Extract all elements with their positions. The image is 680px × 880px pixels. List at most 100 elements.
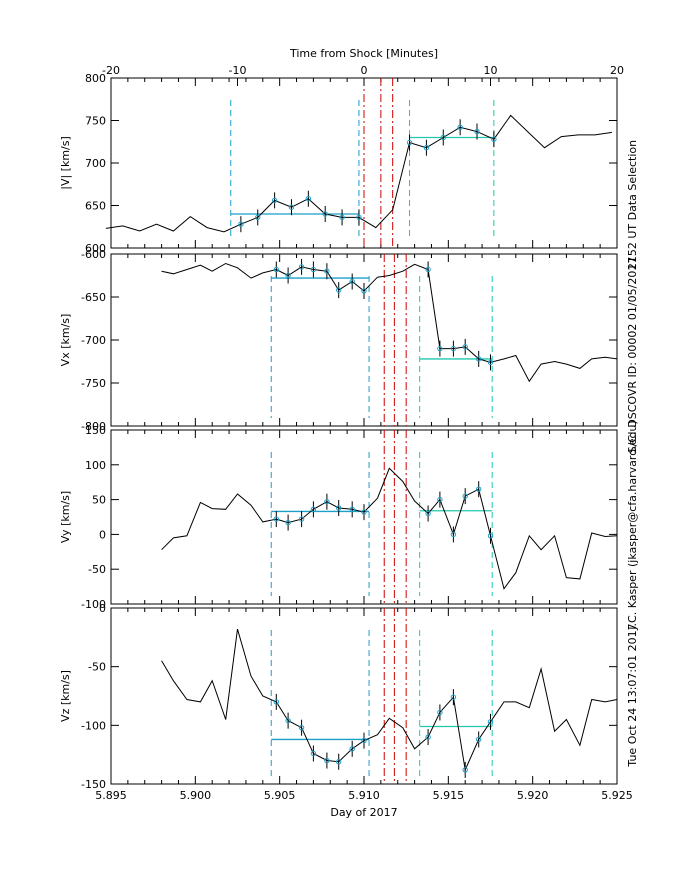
- data-point: [310, 750, 317, 757]
- y-tick-label: -50: [88, 661, 106, 674]
- panel-3: -100 -50 0 50 100 150 Vy [km/s]: [59, 424, 618, 611]
- y-tick-label: 0: [99, 602, 106, 615]
- data-series-line: [161, 467, 618, 590]
- y-tick-label: 800: [85, 72, 106, 85]
- side-text-data-selection: 2152 UT Data Selection: [626, 140, 639, 270]
- y-tick-label: -800: [81, 420, 106, 433]
- x-tick-label: 5.910: [348, 789, 380, 802]
- y-axis-label: Vz [km/s]: [59, 670, 72, 722]
- data-point: [273, 699, 279, 705]
- data-point: [336, 505, 342, 511]
- data-point: [336, 287, 342, 293]
- y-tick-label: 0: [99, 528, 106, 541]
- y-tick-label: -100: [81, 598, 106, 611]
- data-point: [285, 717, 291, 724]
- y-tick-label: 600: [85, 242, 106, 255]
- data-series-line: [161, 262, 618, 383]
- data-point: [450, 345, 457, 352]
- data-point: [406, 139, 413, 146]
- data-point: [457, 124, 463, 131]
- data-point: [349, 506, 355, 513]
- top-axis-label: Time from Shock [Minutes]: [289, 47, 438, 60]
- top-tick-label: 10: [484, 64, 498, 77]
- data-point: [349, 746, 355, 752]
- data-point: [255, 214, 261, 221]
- y-tick-label: -150: [81, 778, 106, 791]
- y-tick-label: -650: [81, 291, 106, 304]
- data-point: [298, 516, 305, 522]
- x-tick-label: 5.920: [517, 789, 549, 802]
- data-point: [440, 134, 446, 141]
- data-point: [450, 531, 457, 538]
- data-point: [305, 196, 312, 202]
- data-point: [361, 509, 367, 515]
- data-point: [310, 506, 317, 513]
- panel-frame: [110, 253, 618, 427]
- data-point: [361, 288, 367, 294]
- top-tick-label: 20: [610, 64, 624, 77]
- y-tick-label: 50: [92, 494, 106, 507]
- top-tick-label: -20: [102, 64, 120, 77]
- y-tick-label: 650: [85, 200, 106, 213]
- panel-2: -800 -750 -700 -650 -600 Vx [km/s]: [59, 248, 618, 433]
- y-axis-label: |V| [km/s]: [59, 136, 72, 190]
- y-tick-label: -600: [81, 248, 106, 261]
- data-point: [437, 345, 443, 352]
- data-point: [475, 356, 482, 362]
- data-point: [475, 486, 482, 492]
- bottom-axis-label: Day of 2017: [330, 806, 397, 819]
- x-tick-label: 5.915: [433, 789, 465, 802]
- data-point: [474, 128, 480, 135]
- side-text-timestamp: Tue Oct 24 13:07:01 2017: [626, 623, 639, 767]
- x-tick-label: 5.905: [264, 789, 296, 802]
- y-tick-label: 700: [85, 157, 106, 170]
- data-point: [487, 719, 494, 725]
- data-point: [298, 264, 305, 270]
- data-point: [462, 493, 468, 499]
- data-point: [336, 759, 342, 765]
- top-tick-label: 0: [361, 64, 368, 77]
- y-axis-label: Vy [km/s]: [59, 491, 72, 543]
- data-point: [273, 516, 279, 522]
- data-point: [425, 266, 431, 273]
- data-point: [437, 709, 443, 716]
- data-point: [285, 272, 291, 279]
- data-point: [475, 736, 482, 743]
- data-point: [285, 519, 291, 526]
- data-point: [425, 510, 431, 517]
- data-point: [273, 266, 279, 273]
- y-tick-label: -700: [81, 334, 106, 347]
- y-tick-label: 100: [85, 459, 106, 472]
- x-tick-label: 5.895: [95, 789, 127, 802]
- data-point: [238, 221, 244, 227]
- data-point: [339, 214, 345, 221]
- data-point: [288, 204, 295, 210]
- top-tick-label: -10: [229, 64, 247, 77]
- data-point: [324, 757, 330, 764]
- panel-1: 600 650 700 750 800 |V| [km/s]: [59, 72, 618, 255]
- data-point: [310, 266, 317, 273]
- y-tick-label: -750: [81, 377, 106, 390]
- side-text-spacecraft: S/C: DSCOVR ID: 00002 01/05/2017: [626, 257, 639, 454]
- y-tick-label: 750: [85, 115, 106, 128]
- data-point: [462, 344, 468, 350]
- data-point: [425, 734, 431, 740]
- data-point: [324, 268, 330, 274]
- y-axis-label: Vx [km/s]: [59, 314, 72, 367]
- y-tick-label: -50: [88, 563, 106, 576]
- data-point: [271, 197, 278, 204]
- panel-frame: [110, 607, 618, 785]
- data-point: [361, 737, 367, 744]
- y-tick-label: -100: [81, 719, 106, 732]
- data-point: [356, 214, 362, 221]
- data-point: [423, 145, 430, 151]
- data-point: [487, 359, 494, 366]
- y-tick-label: 150: [85, 424, 106, 437]
- data-point: [437, 496, 443, 503]
- x-tick-label: 5.900: [180, 789, 212, 802]
- data-point: [462, 767, 468, 773]
- data-point: [324, 498, 330, 505]
- data-point: [349, 278, 355, 285]
- data-point: [322, 211, 328, 217]
